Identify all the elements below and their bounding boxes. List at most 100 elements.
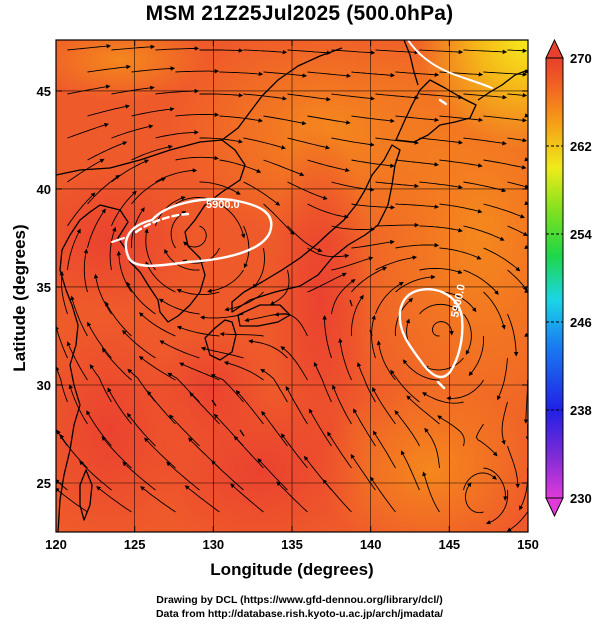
streamline — [419, 181, 463, 190]
streamline — [372, 387, 396, 425]
streamline — [424, 427, 440, 469]
x-tick-label: 145 — [438, 537, 460, 552]
streamline — [260, 368, 288, 403]
streamline — [199, 137, 243, 144]
streamline — [235, 390, 264, 425]
streamline — [126, 281, 156, 315]
grid-lines — [56, 40, 528, 532]
streamline — [87, 321, 112, 359]
x-tick-label: 140 — [360, 537, 382, 552]
streamline — [280, 346, 308, 381]
colorbar-tick-label: 246 — [570, 315, 592, 330]
colorbar-tick-label: 270 — [570, 51, 592, 66]
streamline — [269, 269, 290, 306]
streamline — [375, 181, 419, 189]
streamline — [280, 433, 308, 469]
streamline — [189, 392, 220, 425]
streamline — [285, 385, 308, 425]
streamline — [307, 272, 347, 293]
streamline — [89, 364, 112, 403]
streamline — [375, 282, 404, 315]
streamline — [322, 315, 332, 359]
y-tick-label: 45 — [37, 84, 51, 99]
streamline — [111, 124, 154, 139]
streamline — [263, 203, 295, 236]
streamline — [327, 431, 352, 469]
streamline — [483, 291, 506, 330]
streamline — [395, 115, 440, 123]
streamline — [70, 295, 88, 337]
streamline — [207, 269, 244, 294]
streamline — [375, 49, 420, 55]
y-tick-label: 40 — [37, 182, 51, 197]
streamline — [263, 159, 305, 177]
streamline — [419, 49, 464, 55]
streamline — [369, 476, 396, 513]
streamline — [372, 430, 396, 469]
streamline — [507, 269, 528, 291]
streamline — [101, 347, 132, 381]
streamline — [475, 423, 498, 457]
streamline — [419, 267, 463, 274]
streamline — [199, 48, 244, 53]
streamline — [463, 313, 472, 355]
streamline — [507, 445, 520, 489]
streamline — [375, 222, 420, 228]
streamline — [307, 71, 352, 78]
streamline — [287, 49, 332, 55]
streamline — [338, 338, 352, 381]
streamline — [485, 489, 509, 525]
streamline — [59, 270, 68, 315]
streamline — [263, 71, 308, 78]
streamline — [200, 346, 244, 359]
streamline — [422, 392, 464, 404]
streamline — [468, 336, 484, 376]
streamline — [422, 471, 440, 513]
streamline — [211, 460, 244, 491]
streamline — [219, 71, 264, 77]
streamline — [67, 192, 96, 227]
streamline — [307, 115, 351, 125]
y-tick-label: 25 — [37, 476, 51, 491]
streamline — [432, 321, 454, 337]
streamline — [175, 155, 219, 161]
streamline — [199, 181, 241, 195]
streamline — [131, 107, 175, 117]
streamline — [87, 64, 131, 73]
streamline — [371, 314, 376, 359]
colorbar-tick-label: 262 — [570, 139, 592, 154]
colorbar-tick-label: 254 — [570, 227, 592, 242]
streamline — [464, 482, 484, 514]
streamline — [463, 269, 499, 295]
streamline — [419, 137, 463, 145]
streamline — [169, 414, 200, 447]
streamline — [159, 340, 200, 359]
streamline — [67, 84, 111, 95]
streamline — [331, 137, 375, 147]
streamline — [439, 115, 484, 123]
streamline — [219, 203, 246, 239]
x-tick-label: 125 — [124, 537, 146, 552]
streamline — [184, 485, 220, 513]
contour-5900 — [111, 39, 493, 390]
temperature-field — [56, 40, 528, 532]
streamline — [483, 247, 521, 272]
coastlines — [56, 40, 528, 532]
streamline — [243, 49, 288, 55]
streamline — [167, 372, 200, 403]
streamline — [164, 248, 200, 271]
streamline — [439, 291, 477, 313]
streamline — [131, 177, 166, 205]
x-tick-label: 120 — [45, 537, 67, 552]
streamline — [219, 331, 264, 337]
streamline — [501, 401, 508, 445]
streamline — [138, 312, 176, 337]
streamline — [483, 467, 508, 501]
page-title: MSM 21Z25Jul2025 (500.0hPa) — [145, 2, 454, 25]
streamline — [219, 115, 263, 123]
streamline — [439, 247, 482, 260]
streamline — [395, 203, 440, 209]
streamline — [463, 137, 507, 146]
streamline — [68, 384, 88, 425]
